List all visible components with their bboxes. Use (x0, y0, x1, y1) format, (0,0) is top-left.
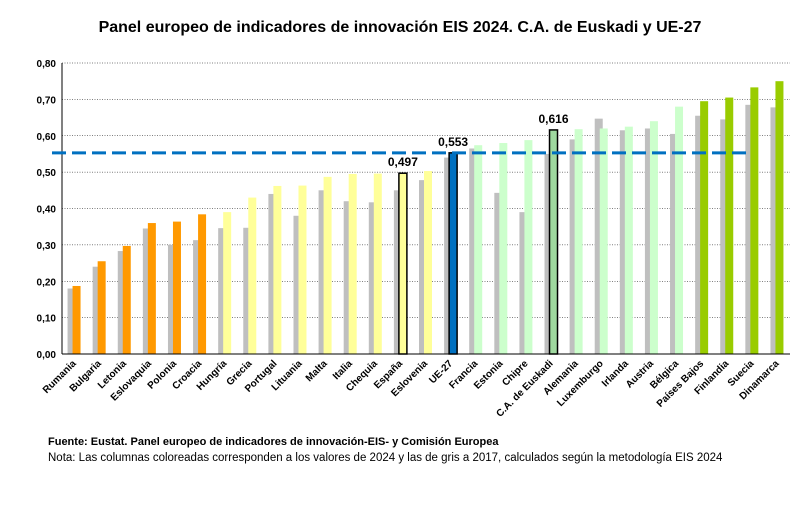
bar (499, 143, 508, 354)
bar (444, 157, 453, 354)
bar (725, 97, 734, 355)
bar (548, 129, 559, 355)
bar (649, 121, 658, 354)
y-tick-label: 0,60 (37, 132, 57, 143)
bar (770, 107, 779, 354)
data-label: 0,553 (438, 135, 468, 149)
bar (167, 244, 176, 354)
bar (92, 266, 101, 354)
bar (695, 115, 704, 355)
y-tick-label: 0,70 (37, 95, 57, 106)
bar (218, 228, 227, 354)
bar (474, 145, 483, 354)
bar (393, 190, 402, 354)
note: Nota: Las columnas coloreadas correspond… (48, 452, 723, 464)
bar (293, 215, 302, 354)
bar (193, 240, 202, 354)
y-tick-label: 0,40 (37, 205, 57, 216)
bar (775, 81, 784, 354)
bar (318, 190, 327, 354)
bar (97, 261, 106, 354)
bar (745, 104, 754, 354)
bar (268, 193, 277, 354)
bar (419, 180, 427, 354)
bar (298, 185, 307, 354)
y-tick-label: 0,20 (37, 277, 57, 288)
x-tick-label: Malta (304, 358, 330, 384)
bar (644, 128, 653, 354)
bar (469, 148, 478, 354)
bar (368, 202, 377, 354)
bar (343, 201, 352, 354)
bar (323, 176, 332, 354)
bar (494, 192, 503, 354)
bar (248, 197, 257, 354)
bar (373, 173, 382, 354)
bar (670, 133, 679, 354)
bar (72, 285, 81, 354)
y-tick-label: 0,10 (37, 314, 57, 325)
bar (67, 288, 76, 354)
source: Fuente: Eustat. Panel europeo de indicad… (48, 436, 499, 448)
bar (750, 87, 759, 354)
bar (624, 126, 633, 354)
bar (348, 173, 357, 354)
data-label: 0,616 (539, 112, 569, 126)
bar (720, 119, 729, 354)
bar (619, 130, 628, 354)
bar (147, 223, 156, 354)
bar (544, 153, 553, 354)
bar (675, 106, 684, 355)
y-tick-label: 0,50 (37, 168, 57, 179)
bar (117, 251, 126, 354)
chart-title: Panel europeo de indicadores de innovaci… (99, 19, 702, 36)
bar (142, 228, 151, 354)
bar (519, 212, 528, 354)
data-label: 0,497 (388, 155, 418, 169)
bar (448, 152, 458, 355)
bar (424, 171, 432, 354)
bar (599, 128, 608, 354)
y-tick-label: 0,30 (37, 241, 57, 252)
bar (243, 227, 252, 354)
bar (398, 172, 408, 355)
bar (594, 118, 603, 354)
bar (524, 140, 533, 354)
bar (198, 214, 207, 354)
bar (273, 185, 282, 354)
bar (700, 101, 709, 354)
y-tick-label: 0,80 (37, 59, 57, 70)
bar (569, 139, 578, 354)
y-tick-label: 0,00 (37, 350, 57, 361)
bar (172, 221, 181, 354)
bar (122, 245, 131, 354)
bar (223, 212, 232, 354)
bar (574, 129, 583, 354)
